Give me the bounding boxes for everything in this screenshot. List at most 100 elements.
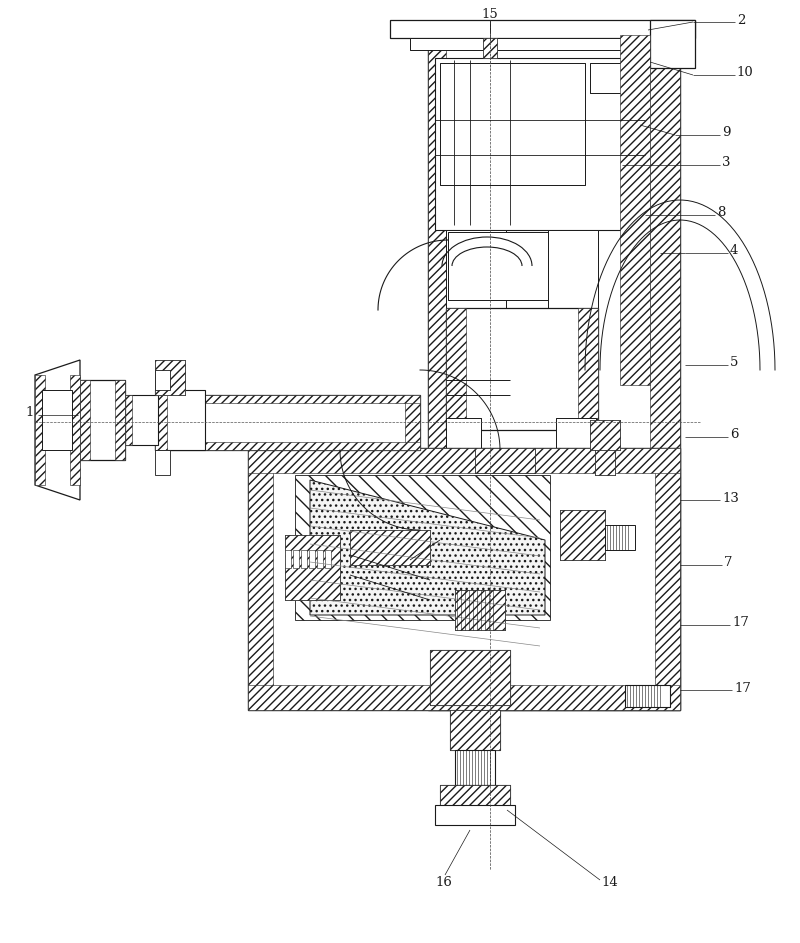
Text: 13: 13 — [722, 491, 739, 505]
Bar — [450, 710, 500, 750]
Bar — [650, 20, 695, 68]
Text: 14: 14 — [601, 875, 618, 888]
Bar — [390, 20, 695, 38]
Bar — [440, 785, 510, 805]
Bar — [435, 58, 645, 230]
Bar — [430, 650, 510, 705]
Text: 17: 17 — [734, 682, 751, 694]
Bar — [309, 550, 315, 568]
Bar — [595, 450, 615, 475]
Bar — [248, 448, 680, 710]
Text: 10: 10 — [736, 67, 753, 79]
Text: 17: 17 — [732, 617, 749, 630]
Bar — [450, 710, 500, 750]
Text: 1: 1 — [25, 406, 34, 420]
Bar — [317, 550, 323, 568]
Bar — [155, 370, 170, 390]
Bar — [410, 38, 675, 50]
Text: 15: 15 — [481, 8, 498, 22]
Bar — [483, 38, 497, 58]
Bar — [556, 418, 596, 448]
Bar — [35, 375, 45, 485]
Bar — [430, 650, 510, 705]
Bar — [155, 395, 420, 450]
Bar — [285, 535, 340, 600]
Bar — [483, 38, 497, 58]
Bar — [120, 395, 132, 445]
Bar — [475, 448, 535, 473]
Bar — [350, 530, 430, 565]
Bar — [446, 308, 598, 430]
Text: 7: 7 — [724, 556, 733, 570]
Text: 2: 2 — [737, 13, 746, 26]
Bar — [428, 35, 680, 710]
Bar — [248, 448, 680, 473]
Bar — [475, 448, 535, 473]
Bar — [120, 395, 158, 445]
Text: 6: 6 — [730, 428, 738, 441]
Bar — [155, 395, 420, 403]
Bar — [446, 230, 506, 310]
Bar — [70, 375, 80, 485]
Bar — [590, 63, 635, 93]
Bar — [455, 590, 505, 630]
Bar — [285, 550, 291, 568]
Bar — [448, 232, 548, 300]
Bar — [595, 450, 615, 475]
Bar — [155, 450, 170, 475]
Bar — [248, 685, 680, 710]
Bar — [80, 380, 125, 460]
Polygon shape — [35, 360, 80, 500]
Bar — [446, 418, 481, 448]
Bar — [435, 805, 515, 825]
Bar — [155, 360, 185, 395]
Bar — [620, 35, 650, 385]
Bar — [625, 685, 670, 707]
Bar — [650, 35, 680, 710]
Text: 3: 3 — [722, 157, 730, 170]
Bar — [446, 308, 466, 430]
Polygon shape — [295, 475, 550, 620]
Bar — [446, 418, 481, 448]
Bar — [248, 448, 273, 710]
Bar — [155, 390, 205, 450]
Bar — [285, 535, 340, 600]
Bar — [455, 750, 495, 785]
Bar — [350, 530, 430, 565]
Bar — [548, 230, 598, 310]
Bar — [155, 390, 167, 450]
Bar — [448, 232, 548, 300]
Bar — [405, 395, 420, 450]
Bar — [42, 390, 72, 450]
Bar — [560, 510, 605, 560]
Bar — [590, 63, 635, 93]
Text: 8: 8 — [717, 207, 726, 220]
Bar — [650, 20, 695, 68]
Bar — [446, 230, 506, 310]
Bar — [556, 418, 596, 448]
Bar — [440, 785, 510, 805]
Text: 4: 4 — [730, 244, 738, 257]
Bar — [455, 590, 505, 630]
Bar — [155, 395, 170, 450]
Bar — [301, 550, 307, 568]
Polygon shape — [310, 480, 545, 615]
Bar — [155, 442, 420, 450]
Bar — [560, 510, 605, 560]
Bar — [440, 63, 585, 185]
Bar — [293, 550, 299, 568]
Text: 5: 5 — [730, 356, 738, 370]
Bar — [548, 230, 598, 310]
Bar — [440, 63, 585, 185]
Text: 16: 16 — [435, 875, 452, 888]
Bar — [590, 420, 620, 450]
Bar — [410, 38, 675, 50]
Bar — [578, 308, 598, 430]
Bar — [325, 550, 331, 568]
Bar — [80, 380, 90, 460]
Text: 9: 9 — [722, 126, 730, 140]
Bar — [655, 448, 680, 710]
Bar — [115, 380, 125, 460]
Bar — [155, 360, 185, 395]
Bar — [428, 35, 446, 710]
